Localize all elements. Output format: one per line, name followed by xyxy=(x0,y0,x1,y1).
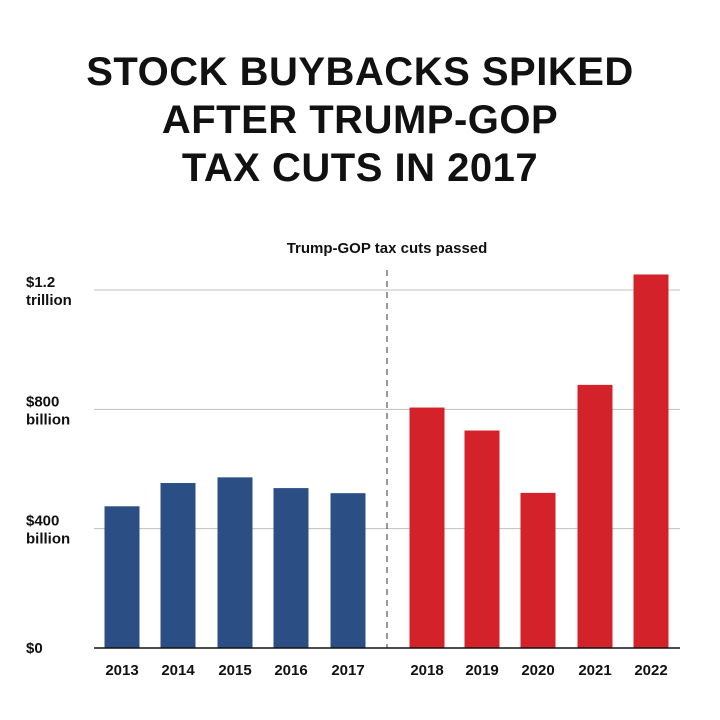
tax-cut-annotation: Trump-GOP tax cuts passed xyxy=(287,240,488,257)
y-tick-label: $800 billion xyxy=(26,393,70,428)
labels: $0$400 billion$800 billion$1.2 trillion2013… xyxy=(26,274,668,679)
y-tick-label-line: $800 xyxy=(26,393,59,410)
y-tick-label-line: $400 xyxy=(26,513,59,530)
bar-2021 xyxy=(577,384,613,648)
chart-title-line-1: STOCK BUYBACKS SPIKED xyxy=(86,50,634,94)
y-tick-label-line: $1.2 xyxy=(26,274,55,291)
y-tick-label-line: trillion xyxy=(26,292,72,309)
bar-2013 xyxy=(104,506,140,648)
bar-2018 xyxy=(409,407,445,648)
bar-2020 xyxy=(520,492,556,648)
y-tick-label-line: $0 xyxy=(26,640,43,657)
bar-2015 xyxy=(217,477,253,648)
x-tick-label: 2014 xyxy=(161,662,195,679)
bar-2019 xyxy=(464,430,500,648)
bar-2017 xyxy=(330,493,366,648)
x-tick-label: 2021 xyxy=(578,662,611,679)
bar-2014 xyxy=(160,483,196,648)
chart-title-line-3: TAX CUTS IN 2017 xyxy=(181,146,539,190)
x-tick-label: 2016 xyxy=(274,662,307,679)
x-tick-label: 2020 xyxy=(521,662,554,679)
x-tick-label: 2017 xyxy=(331,662,364,679)
x-tick-label: 2013 xyxy=(105,662,138,679)
y-tick-label: $400 billion xyxy=(26,513,70,548)
y-tick-label: $1.2 trillion xyxy=(26,274,72,309)
x-tick-label: 2018 xyxy=(410,662,443,679)
y-tick-label-line: billion xyxy=(26,411,70,428)
chart-title: STOCK BUYBACKS SPIKED AFTER TRUMP-GOP TA… xyxy=(0,48,720,192)
x-tick-label: 2015 xyxy=(218,662,251,679)
bars xyxy=(104,274,669,648)
bar-2016 xyxy=(273,488,309,648)
y-tick-label: $0 xyxy=(26,640,43,657)
chart-title-line-2: AFTER TRUMP-GOP xyxy=(161,98,559,142)
y-tick-label-line: billion xyxy=(26,531,70,548)
bar-2022 xyxy=(633,274,669,648)
x-tick-label: 2022 xyxy=(634,662,667,679)
x-tick-label: 2019 xyxy=(465,662,498,679)
